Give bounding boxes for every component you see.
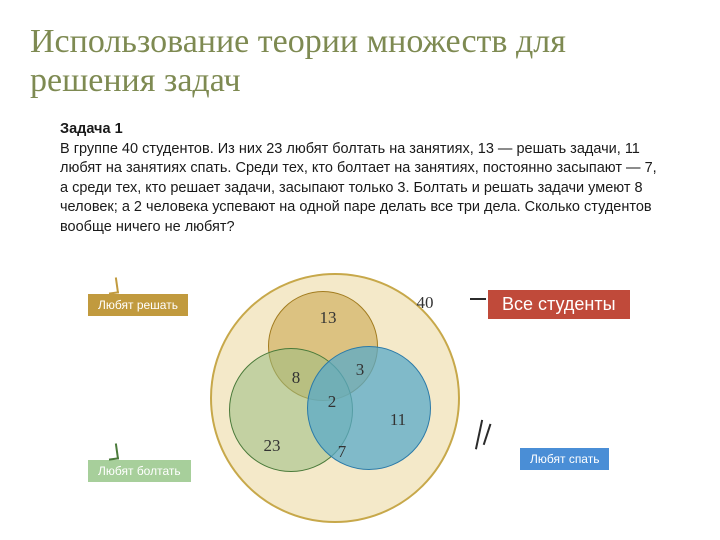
page-title: Использование теории множеств для решени… bbox=[30, 22, 690, 100]
connector-all bbox=[470, 298, 486, 302]
venn-number-40: 40 bbox=[410, 293, 440, 313]
venn-number-13: 13 bbox=[313, 308, 343, 328]
venn-number-8: 8 bbox=[281, 368, 311, 388]
label-all-students: Все студенты bbox=[488, 290, 630, 319]
problem-body: В группе 40 студентов. Из них 23 любят б… bbox=[60, 141, 657, 235]
venn-diagram: 40 13 3 8 2 11 23 7 bbox=[205, 268, 465, 528]
venn-number-3: 3 bbox=[345, 360, 375, 380]
label-talk: Любят болтать bbox=[88, 460, 191, 482]
label-sleep: Любят спать bbox=[520, 448, 609, 470]
venn-number-11: 11 bbox=[383, 410, 413, 430]
problem-text: Задача 1 В группе 40 студентов. Из них 2… bbox=[60, 120, 660, 237]
connector-solve bbox=[107, 277, 119, 294]
venn-number-23: 23 bbox=[257, 436, 287, 456]
connector-talk bbox=[107, 443, 119, 460]
label-solve: Любят решать bbox=[88, 294, 188, 316]
venn-number-7: 7 bbox=[327, 442, 357, 462]
problem-heading: Задача 1 bbox=[60, 121, 123, 137]
venn-number-2: 2 bbox=[317, 392, 347, 412]
